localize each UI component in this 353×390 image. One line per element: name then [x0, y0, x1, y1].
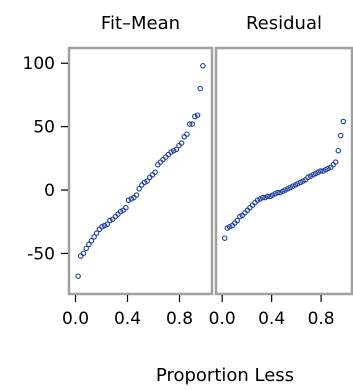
data-point [80, 250, 87, 257]
data-point [101, 222, 108, 229]
x-axis-title: Proportion Less [156, 365, 294, 386]
data-point [117, 208, 124, 215]
data-point [226, 224, 233, 230]
y-tick-label: 0 [44, 181, 55, 201]
data-point [184, 131, 190, 137]
data-point [78, 253, 84, 259]
data-point [86, 241, 92, 248]
data-point [173, 146, 180, 153]
panel-residual: Residual [214, 13, 353, 296]
data-point [75, 273, 81, 279]
panel-fit-mean: Fit–Mean [67, 13, 214, 296]
y-tick-label: 50 [33, 118, 55, 138]
panel-frame [214, 46, 353, 296]
panel-title: Fit–Mean [101, 13, 180, 34]
data-point [93, 230, 100, 236]
data-point [197, 85, 203, 92]
data-point [170, 147, 177, 154]
x-tick-label: 0.4 [114, 309, 141, 329]
data-point [155, 161, 161, 168]
data-point [312, 170, 319, 177]
data-point [332, 159, 339, 165]
x-axis: 0.0 0.4 0.8 0.0 0.4 0.8 [62, 295, 335, 329]
x-tick-label: 0.8 [166, 309, 193, 329]
data-point [99, 224, 105, 230]
data-point [200, 63, 206, 69]
data-point [152, 169, 158, 176]
data-point [194, 112, 201, 118]
x-tick-label: 0.8 [308, 309, 335, 329]
data-point [274, 189, 281, 196]
data-point [335, 147, 342, 154]
y-axis: 100 50 0 -50 [23, 54, 68, 264]
data-point [269, 192, 276, 198]
panel-frame [67, 46, 214, 296]
data-point [307, 173, 314, 179]
data-point [107, 217, 113, 224]
data-point [277, 189, 283, 196]
data-point [186, 121, 193, 127]
data-point [133, 192, 140, 198]
data-point [340, 118, 347, 125]
data-point [192, 113, 198, 120]
data-point [181, 134, 188, 140]
data-point [139, 182, 145, 188]
data-point [189, 121, 195, 127]
panels: Fit–Mean Residual [67, 13, 353, 296]
data-point [282, 187, 288, 193]
y-tick-label: 100 [23, 54, 55, 74]
data-point [221, 235, 228, 241]
data-point [83, 245, 89, 252]
data-point [141, 179, 148, 186]
x-tick-label: 0.4 [258, 309, 285, 329]
data-point [146, 174, 153, 181]
x-tick-label: 0.0 [62, 309, 89, 329]
data-point [317, 168, 324, 174]
data-point [257, 196, 263, 202]
data-point [104, 221, 111, 228]
data-point [264, 193, 271, 200]
panel-title: Residual [246, 13, 322, 34]
data-point [325, 165, 331, 172]
data-point [178, 140, 185, 146]
data-point [337, 132, 344, 139]
data-point [136, 186, 142, 192]
data-point [290, 183, 296, 189]
data-point [259, 194, 266, 201]
data-point [91, 234, 97, 240]
data-point [123, 205, 129, 211]
data-point [295, 180, 301, 187]
data-point [112, 213, 119, 220]
data-point [88, 237, 95, 244]
y-tick-label: -50 [27, 244, 55, 264]
data-point [168, 149, 174, 155]
x-tick-label: 0.0 [209, 309, 236, 329]
data-point [144, 178, 150, 184]
data-point [234, 217, 241, 224]
data-point [128, 196, 135, 202]
data-point [165, 151, 172, 158]
data-point [320, 168, 326, 174]
data-point [162, 154, 169, 160]
data-point [125, 197, 132, 203]
